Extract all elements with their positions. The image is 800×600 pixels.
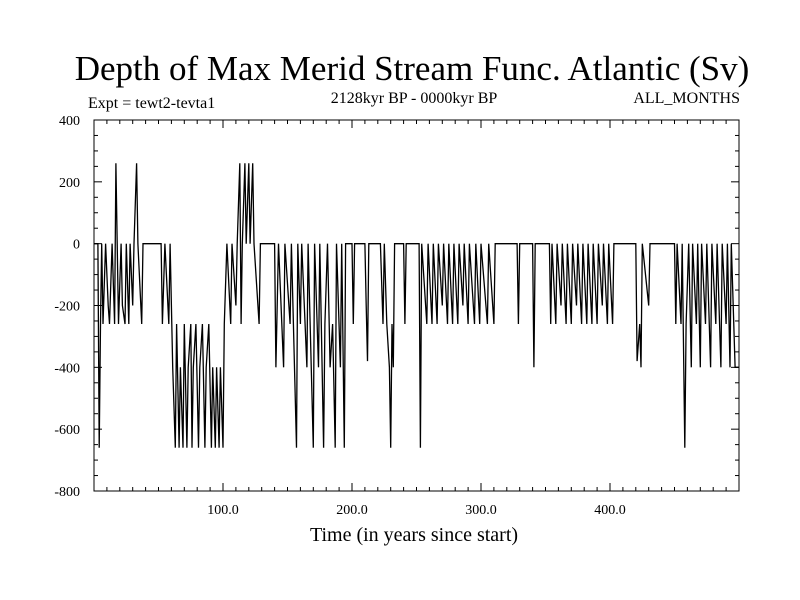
series-line-0 (94, 163, 739, 448)
y-tick-label: -600 (54, 423, 80, 438)
y-tick-label: 200 (59, 176, 80, 191)
y-tick-label: -800 (54, 485, 80, 500)
plot-frame (93, 119, 740, 492)
chart-title: Depth of Max Merid Stream Func. Atlantic… (75, 49, 750, 88)
x-axis-label: Time (in years since start) (310, 524, 518, 546)
x-tick-label: 300.0 (465, 503, 497, 518)
x-tick-label: 400.0 (594, 503, 626, 518)
experiment-label: Expt = tewt2-tevta1 (88, 95, 215, 112)
data-line-group (94, 163, 739, 448)
months-label: ALL_MONTHS (633, 90, 740, 107)
x-tick-label: 100.0 (207, 503, 239, 518)
y-tick-label: 400 (59, 114, 80, 129)
y-tick-label: -200 (54, 300, 80, 315)
y-tick-label: 0 (73, 238, 80, 253)
period-label: 2128kyr BP - 0000kyr BP (331, 90, 498, 107)
axes: 100.0 200.0 300.0 400.0 400 200 0 -200 -400 -600 -… (54, 114, 739, 518)
x-tick-label: 200.0 (336, 503, 368, 518)
y-tick-label: -400 (54, 361, 80, 376)
